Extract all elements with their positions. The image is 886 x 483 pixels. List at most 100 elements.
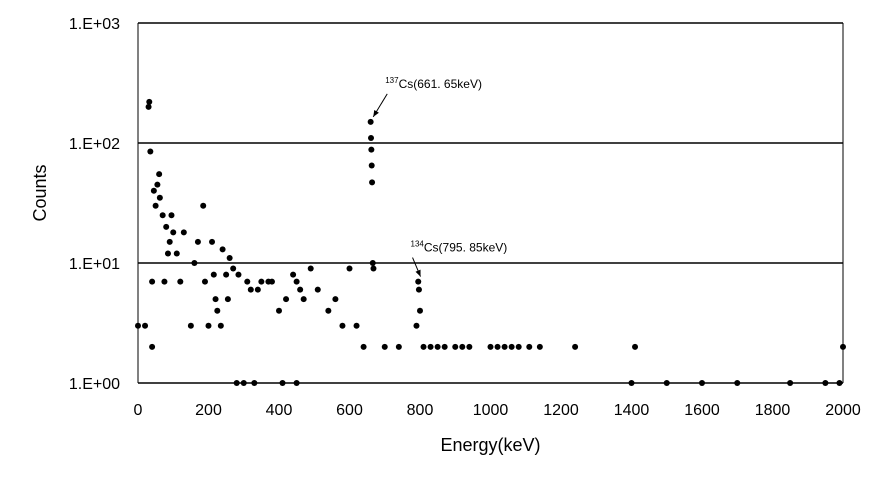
data-point: [170, 229, 177, 236]
arrow-head: [373, 109, 379, 117]
data-point: [152, 202, 159, 209]
data-point: [205, 322, 212, 329]
gridlines: [138, 22, 843, 384]
data-point: [628, 380, 635, 386]
x-tick-label: 1000: [473, 402, 509, 419]
data-point: [300, 296, 307, 303]
x-tick-label: 1200: [543, 402, 579, 419]
data-point: [164, 250, 171, 257]
data-point: [156, 171, 163, 178]
isotope-label: Cs(795. 85keV): [424, 241, 507, 255]
data-point: [145, 103, 152, 110]
data-point: [339, 322, 346, 329]
data-point: [254, 286, 261, 293]
data-point: [240, 380, 247, 386]
data-point: [332, 296, 339, 303]
data-point: [212, 296, 219, 303]
data-point: [161, 278, 168, 285]
data-point: [452, 343, 459, 350]
data-point: [427, 343, 434, 350]
data-point: [822, 380, 829, 386]
data-point: [150, 187, 157, 194]
data-point: [325, 307, 332, 314]
data-point: [230, 265, 237, 272]
data-point: [201, 278, 208, 285]
data-point: [146, 98, 153, 105]
data-point: [508, 343, 515, 350]
data-point: [515, 343, 522, 350]
data-point: [147, 148, 154, 155]
data-point: [346, 265, 353, 272]
data-point: [226, 255, 233, 262]
y-axis-title: Counts: [30, 164, 50, 221]
x-tick-label: 1800: [755, 402, 791, 419]
peak-annotation: 137Cs(661. 65keV): [372, 76, 482, 118]
data-point: [370, 265, 377, 272]
data-point: [441, 343, 448, 350]
data-point: [314, 286, 321, 293]
data-points: [135, 98, 846, 386]
data-point: [177, 278, 184, 285]
data-point: [417, 307, 423, 314]
data-point: [572, 343, 579, 350]
data-point: [217, 322, 224, 329]
data-point: [247, 286, 254, 293]
data-point: [135, 322, 141, 329]
data-point: [235, 271, 242, 278]
data-point: [233, 380, 240, 386]
data-point: [290, 271, 297, 278]
annotation-label: 134Cs(795. 85keV): [411, 240, 508, 255]
data-point: [180, 229, 187, 236]
data-point: [459, 343, 466, 350]
y-tick-label: 1.E+00: [69, 376, 120, 393]
data-point: [415, 286, 422, 293]
data-point: [268, 278, 275, 285]
data-point: [187, 322, 194, 329]
data-point: [283, 296, 290, 303]
data-point: [166, 238, 173, 245]
data-point: [368, 162, 375, 169]
data-point: [149, 278, 156, 285]
data-point: [163, 223, 170, 230]
x-tick-label: 1600: [684, 402, 720, 419]
data-point: [279, 380, 286, 386]
data-point: [307, 265, 314, 272]
data-point: [168, 212, 175, 219]
data-point: [194, 238, 201, 245]
data-point: [836, 380, 843, 386]
data-point: [209, 238, 216, 245]
x-tick-label: 600: [336, 402, 363, 419]
data-point: [787, 380, 794, 386]
isotope-label: Cs(661. 65keV): [399, 77, 482, 91]
data-point: [149, 343, 156, 350]
data-point: [487, 343, 494, 350]
data-point: [368, 146, 375, 153]
data-point: [526, 343, 533, 350]
data-point: [381, 343, 388, 350]
data-point: [156, 194, 163, 201]
x-tick-label: 2000: [825, 402, 861, 419]
data-point: [367, 118, 374, 125]
x-tick-labels: 0 200 400 600 800 1000 1200 1400 1600 1800 2000: [134, 402, 861, 419]
data-point: [632, 343, 639, 350]
data-point: [434, 343, 441, 350]
data-point: [219, 246, 226, 253]
isotope-mass-number: 137: [385, 76, 399, 85]
isotope-mass-number: 134: [411, 240, 425, 249]
data-point: [734, 380, 741, 386]
x-tick-label: 800: [407, 402, 434, 419]
x-tick-label: 200: [195, 402, 222, 419]
data-point: [699, 380, 705, 386]
data-point: [251, 380, 258, 386]
data-point: [142, 322, 149, 329]
data-point: [258, 278, 265, 285]
data-point: [466, 343, 473, 350]
data-point: [191, 260, 198, 266]
data-point: [536, 343, 543, 350]
data-point: [223, 271, 230, 278]
data-point: [159, 212, 166, 219]
data-point: [214, 307, 221, 314]
data-point: [420, 343, 427, 350]
y-tick-labels: 1.E+00 1.E+01 1.E+02 1.E+03: [69, 16, 120, 393]
